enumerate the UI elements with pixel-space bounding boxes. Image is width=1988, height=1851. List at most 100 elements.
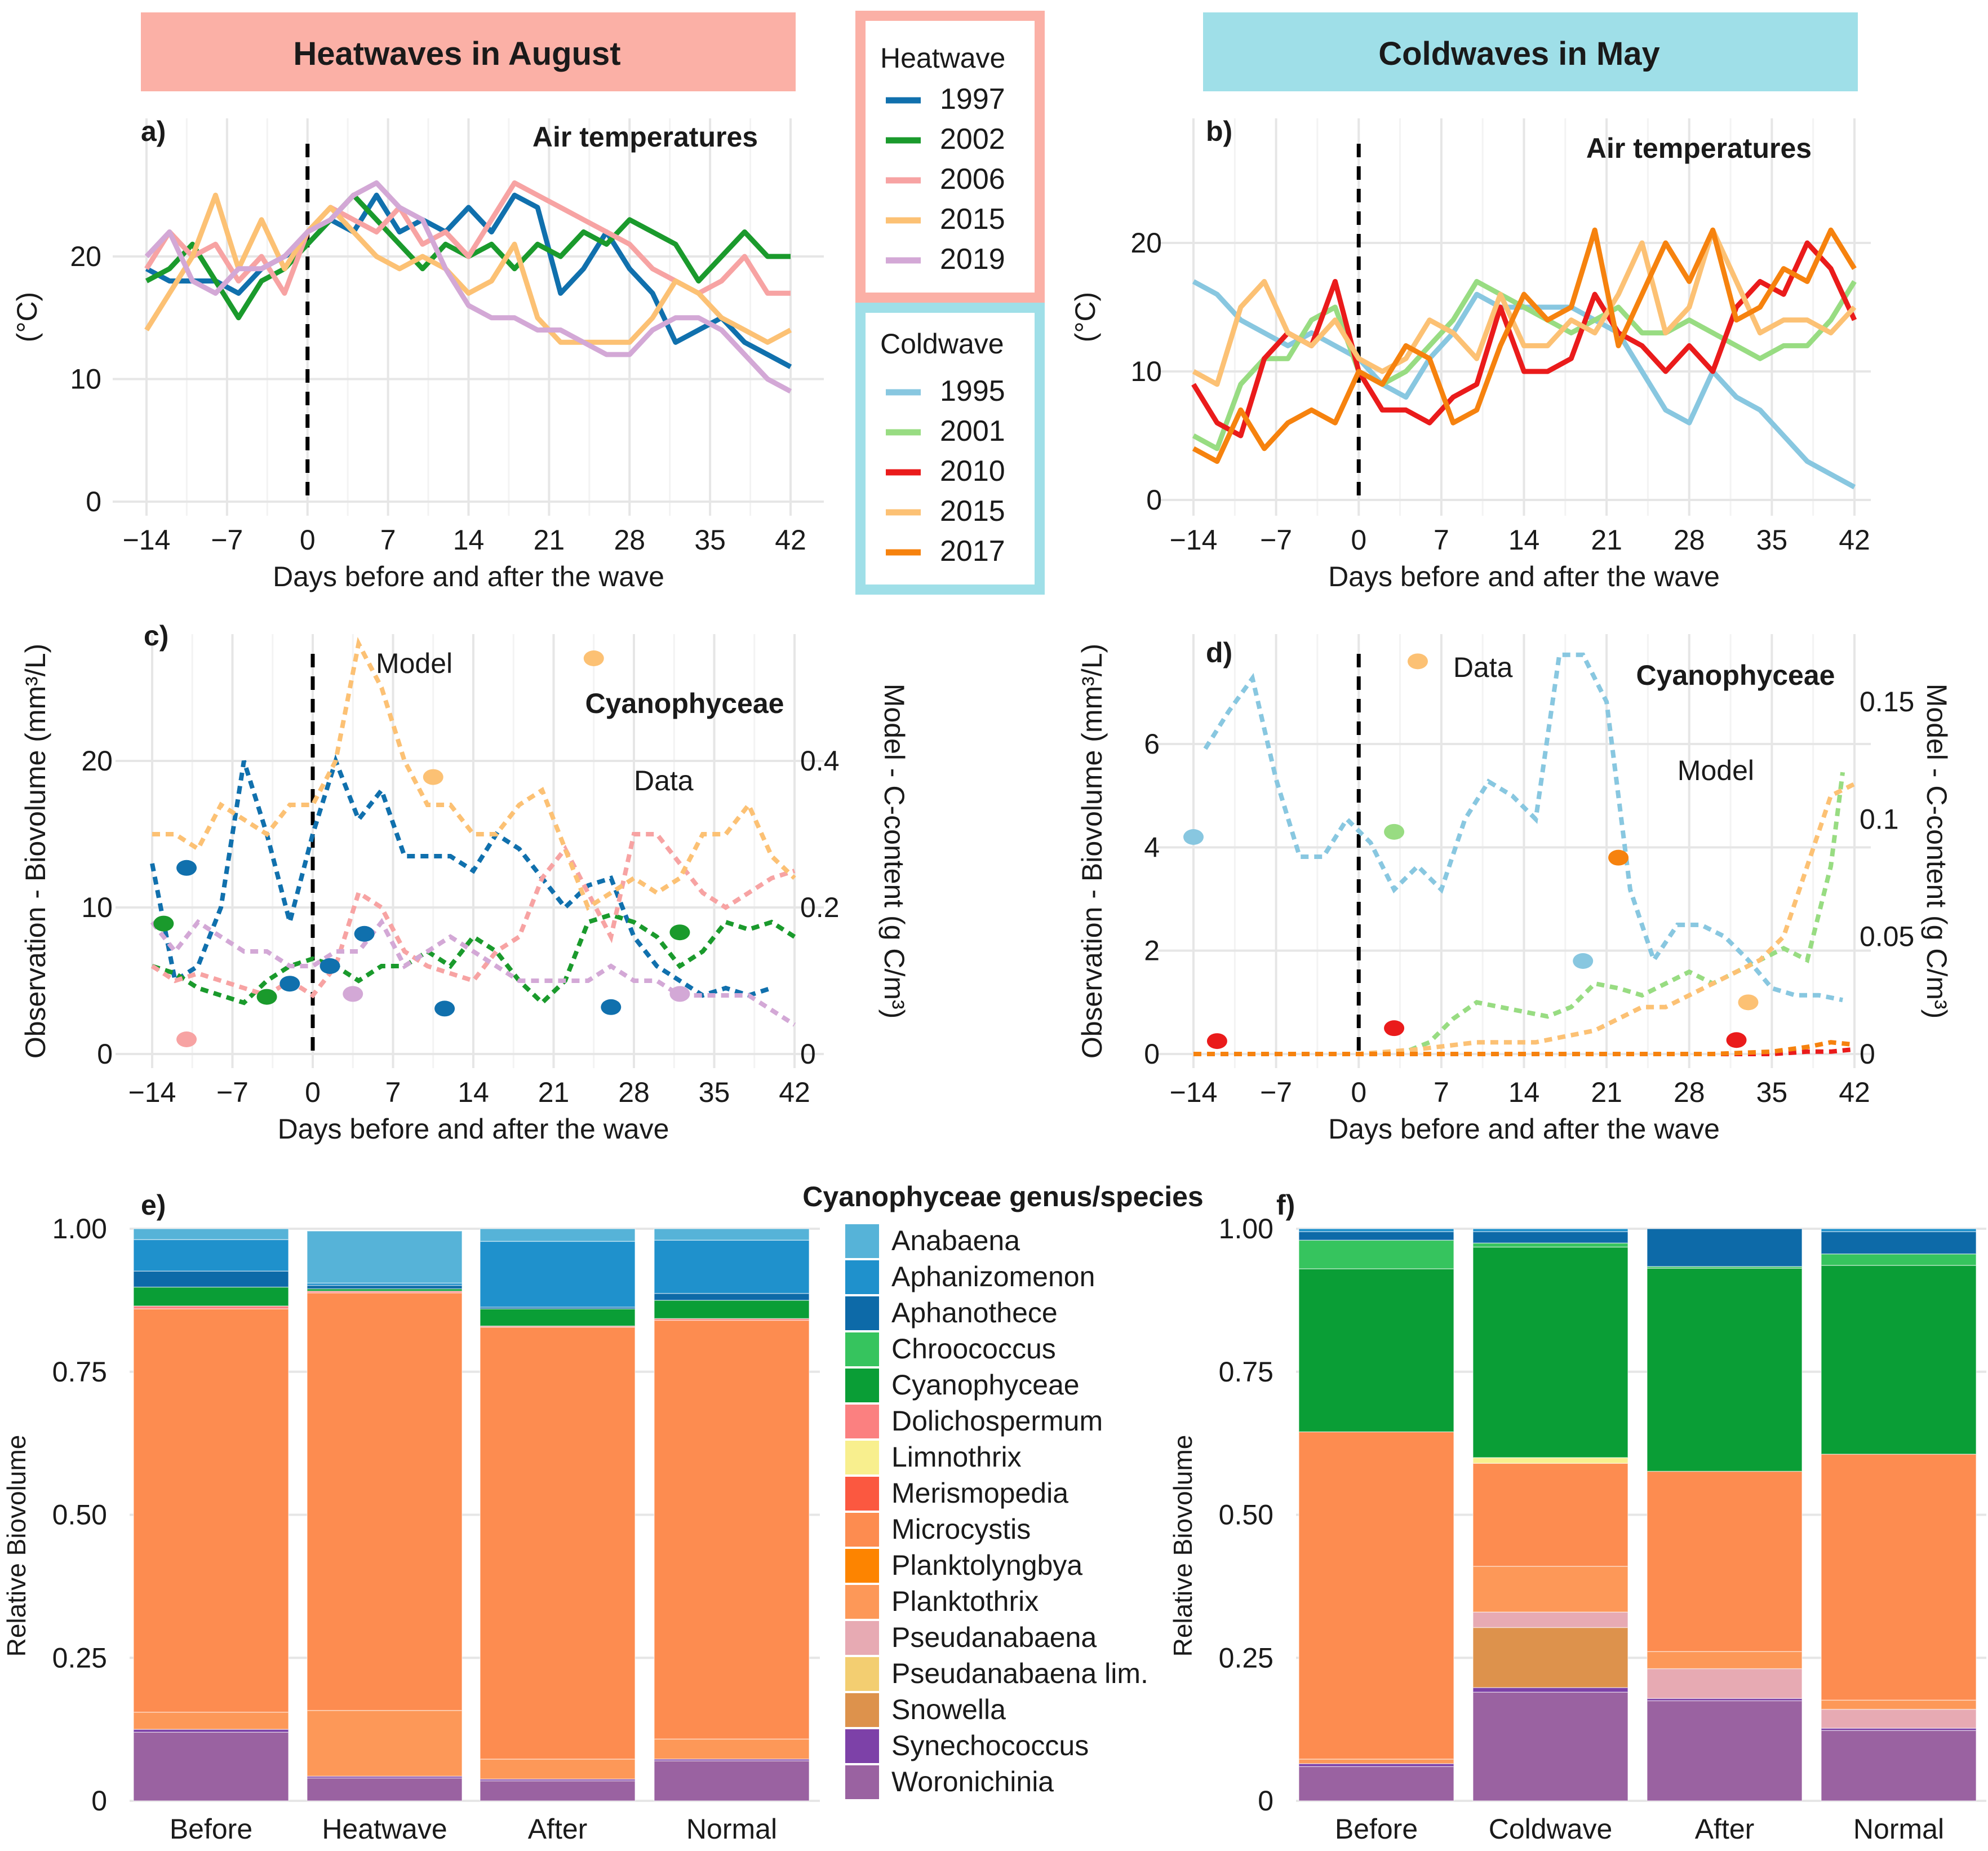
panel-a-air-temperatures-heatwave: −14 −7 0 7 14 21 28 35 42 Days before and after t… [11,116,824,592]
genus-swatch-merismopedia [845,1477,879,1511]
bar-segment-f-before-aphanizomenon [1298,1228,1454,1232]
heatwave-legend-title: Heatwave [880,42,1005,74]
x-tick-label-b: 35 [1756,524,1788,556]
bar-segment-f-normal-chroococcus [1821,1253,1977,1266]
temp-series-a-1997 [145,192,792,369]
x-tick-label-b: 42 [1839,524,1870,556]
bar-segment-e-normal-aphanizomenon [654,1239,810,1294]
y-tick-label-c: 10 [81,892,113,923]
bar-segment-e-after-microcystis [480,1326,636,1760]
category-label-f-after: After [1695,1813,1755,1845]
bar-segment-f-normal-woronichinia [1821,1730,1977,1801]
legend-label-legend_cold-2010: 2010 [940,455,1005,488]
genus-swatch-planktolyngbya [845,1549,879,1583]
panel-label-b: b) [1206,116,1232,147]
x-tick-label-b: 14 [1508,524,1540,556]
y-axis-label-f: Relative Biovolume [1168,1435,1197,1657]
bar-segment-f-normal-planktothrix [1821,1699,1977,1710]
x-tick-label-b: −7 [1260,524,1292,556]
model-series-d-2017 [1193,1040,1855,1056]
bar-segment-e-before-dolichospermum [133,1305,289,1309]
y2-tick-label-c: 0 [800,1038,816,1070]
model-series-c-1997 [150,754,773,998]
x-tick-label-b: 0 [1351,524,1366,556]
y-tick-label-e: 0.50 [52,1499,107,1531]
x-tick-label-a: 21 [534,524,565,556]
observation-point-d-2001 [1384,823,1405,840]
category-label-f-coldwave: Coldwave [1489,1813,1613,1845]
genus-label-anabaena: Anabaena [891,1225,1020,1256]
temp-series-a-2019 [144,180,792,394]
genus-label-aphanizomenon: Aphanizomenon [891,1261,1095,1292]
y-axis-label-d: Observation - Biovolume (mm³/L) [1076,644,1108,1059]
bar-segment-f-coldwave-snowella [1472,1627,1628,1688]
temp-series-b-2017 [1192,227,1857,464]
genus-label-aphanothece: Aphanothece [891,1297,1058,1329]
x-tick-label-c: −14 [128,1077,176,1108]
x-tick-label-d: 21 [1591,1077,1622,1108]
y-tick-label-d: 0 [1144,1038,1160,1070]
genus-swatch-pseudanabaena [845,1621,879,1655]
y-axis-label-b: (°C) [1070,292,1101,342]
bar-segment-f-normal-microcystis [1821,1454,1977,1701]
bar-segment-f-before-synechococcus [1298,1763,1454,1767]
panel-label-a: a) [141,116,166,147]
chart-title-b: Air temperatures [1586,132,1812,164]
x-tick-label-b: 21 [1591,524,1622,556]
plot-area-d [1158,634,1871,1068]
legend-label-legend_heat-2006: 2006 [940,163,1005,196]
observation-point-c-2015 [583,650,604,666]
x-tick-label-c: 0 [305,1077,321,1108]
genus-swatch-woronichinia [845,1765,879,1799]
coldwave-legend-title: Coldwave [880,328,1004,360]
bar-segment-e-before-cyanophyceae [133,1286,289,1307]
x-tick-label-d: 42 [1839,1077,1870,1108]
x-axis-label-d: Days before and after the wave [1328,1113,1720,1145]
y2-tick-label-c: 0.4 [800,745,840,777]
genus-swatch-aphanizomenon [845,1260,879,1294]
chart-title-d: Cyanophyceae [1636,659,1835,691]
x-tick-label-a: −7 [211,524,243,556]
x-tick-label-c: 42 [779,1077,810,1108]
y2-axis-label-d: Model - C-content (g C/m³) [1921,684,1952,1019]
bar-segment-e-before-planktothrix [133,1711,289,1730]
heatwave-header-box [141,12,796,91]
bar-segment-f-before-chroococcus [1298,1239,1454,1269]
x-tick-label-b: 28 [1674,524,1705,556]
bar-segment-e-before-aphanothece [133,1270,289,1288]
category-label-f-normal: Normal [1853,1813,1944,1845]
observation-point-d-2010 [1206,1033,1227,1050]
bar-segment-e-normal-aphanothece [654,1292,810,1301]
x-tick-label-c: 7 [385,1077,401,1108]
observation-point-d-2017 [1608,849,1629,866]
annotation-c-data: Data [634,765,694,796]
y-tick-label-a: 20 [70,241,101,272]
genus-legend: Anabaena Aphanizomenon Aphanothece Chroococ… [845,1224,1148,1799]
bar-segment-e-heatwave-woronichinia [307,1777,463,1801]
bar-segment-f-coldwave-limnothrix [1472,1457,1628,1464]
chart-title-a: Air temperatures [532,121,758,153]
legend-label-legend_cold-2001: 2001 [940,415,1005,448]
x-tick-label-a: 14 [453,524,485,556]
panel-label-d: d) [1206,637,1232,668]
observation-point-c-2019 [669,986,690,1002]
bar-segment-f-coldwave-aphanothece [1472,1231,1628,1244]
bar-segment-f-after-woronichinia [1647,1700,1803,1801]
y-tick-label-c: 20 [81,745,113,777]
bar-segment-f-after-pseudanabaena [1647,1668,1803,1699]
y-tick-label-c: 0 [97,1038,113,1070]
genus-swatch-snowella [845,1693,879,1727]
legend-label-legend_cold-2015: 2015 [940,495,1005,528]
model-series-d-1995 [1203,652,1843,1003]
heatwave-year-legend: Heatwave 1997 2002 2006 2015 2019 [855,11,1045,303]
panel-label-f: f) [1276,1189,1295,1221]
observation-point-d-2010 [1726,1032,1747,1048]
legend-label-legend_cold-1995: 1995 [940,375,1005,408]
y-tick-label-e: 0 [91,1785,107,1817]
observation-point-c-2006 [176,1031,197,1047]
bar-segment-f-after-cyanophyceae [1647,1268,1803,1472]
legend-label-legend_heat-2019: 2019 [940,243,1005,276]
legend-label-legend_cold-2017: 2017 [940,535,1005,568]
genus-label-cyanophyceae: Cyanophyceae [891,1369,1080,1401]
x-tick-label-b: −14 [1170,524,1218,556]
